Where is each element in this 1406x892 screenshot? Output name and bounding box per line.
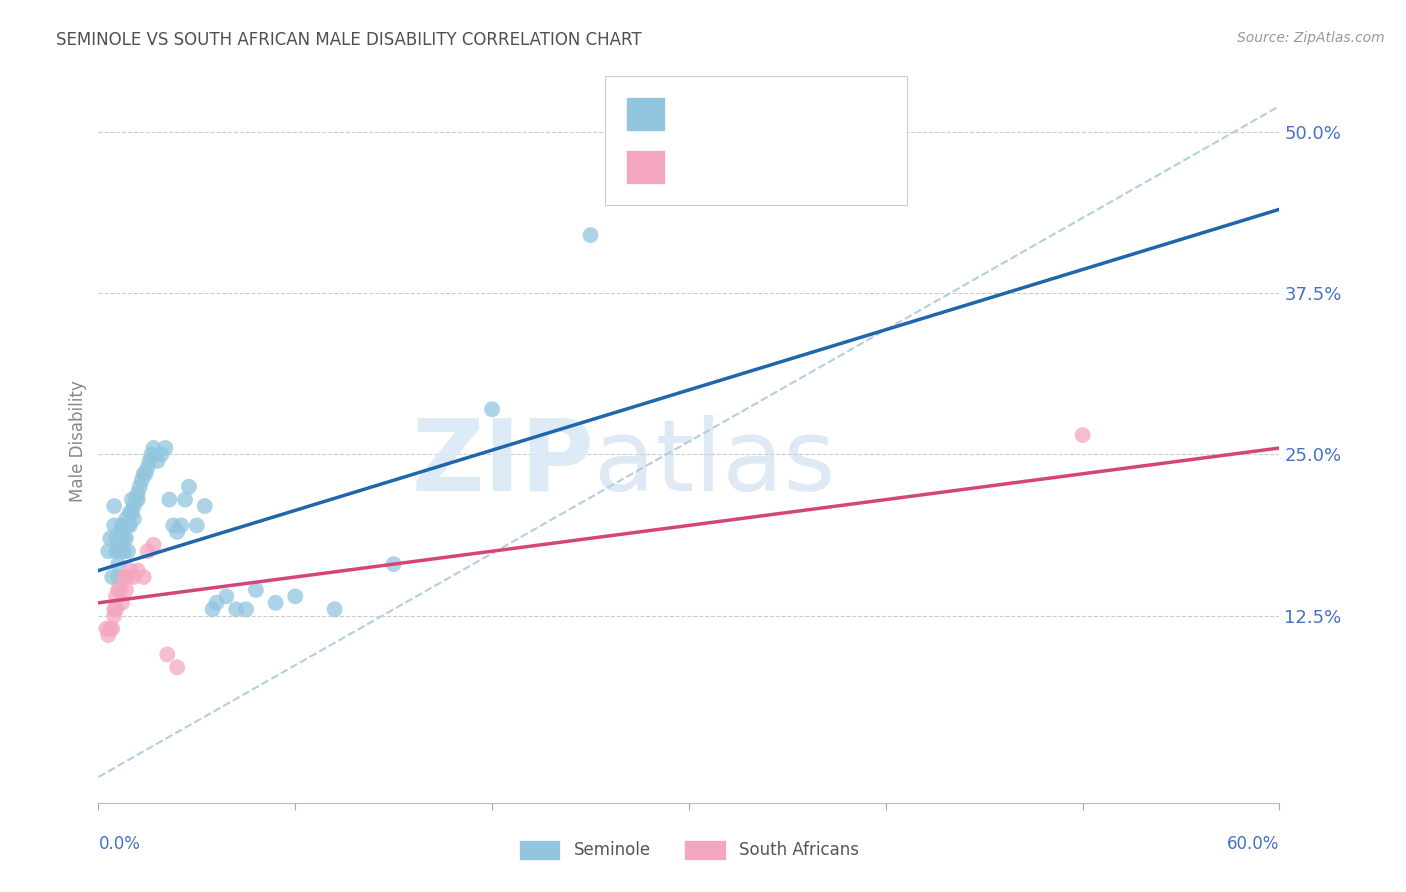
Point	[105, 590, 128, 604]
Point	[118, 506, 141, 520]
Text: 60.0%: 60.0%	[1227, 835, 1279, 853]
Point	[245, 582, 267, 597]
Point	[215, 590, 238, 604]
Point	[138, 454, 160, 468]
Point	[141, 447, 163, 461]
Point	[1071, 428, 1094, 442]
Legend: Seminole, South Africans: Seminole, South Africans	[512, 833, 866, 867]
Point	[122, 570, 145, 584]
Text: Source: ZipAtlas.com: Source: ZipAtlas.com	[1237, 31, 1385, 45]
Point	[112, 544, 135, 558]
Point	[150, 447, 173, 461]
Point	[127, 492, 149, 507]
Point	[107, 541, 129, 555]
Point	[174, 492, 197, 507]
Text: SEMINOLE VS SOUTH AFRICAN MALE DISABILITY CORRELATION CHART: SEMINOLE VS SOUTH AFRICAN MALE DISABILIT…	[56, 31, 643, 49]
Point	[108, 544, 131, 558]
Point	[98, 531, 121, 545]
Point	[157, 492, 180, 507]
Point	[112, 531, 135, 545]
Point	[186, 518, 208, 533]
Point	[142, 538, 165, 552]
Point	[105, 544, 128, 558]
Point	[135, 467, 157, 481]
Text: ZIP: ZIP	[412, 415, 595, 512]
Point	[264, 596, 287, 610]
Point	[108, 524, 131, 539]
Point	[101, 570, 124, 584]
Point	[155, 441, 177, 455]
Text: 0.0%: 0.0%	[98, 835, 141, 853]
Point	[121, 492, 143, 507]
Point	[146, 454, 169, 468]
Point	[117, 544, 139, 558]
Point	[111, 596, 134, 610]
Point	[103, 602, 125, 616]
Point	[103, 518, 125, 533]
Point	[125, 492, 148, 507]
Point	[98, 622, 121, 636]
Text: R = 0.410   N = 23: R = 0.410 N = 23	[676, 158, 846, 176]
Point	[156, 648, 179, 662]
Point	[284, 590, 307, 604]
Point	[162, 518, 184, 533]
Point	[205, 596, 228, 610]
Point	[97, 628, 120, 642]
Point	[97, 544, 120, 558]
Point	[107, 582, 129, 597]
Point	[107, 557, 129, 571]
Point	[166, 660, 188, 674]
Point	[132, 570, 155, 584]
Point	[105, 531, 128, 545]
Point	[103, 608, 125, 623]
Point	[115, 531, 138, 545]
Point	[117, 518, 139, 533]
Point	[177, 480, 200, 494]
Point	[111, 531, 134, 545]
Point	[118, 518, 141, 533]
Point	[128, 480, 150, 494]
Point	[112, 570, 135, 584]
Point	[118, 564, 141, 578]
Point	[131, 473, 153, 487]
Point	[127, 486, 149, 500]
Point	[323, 602, 346, 616]
Point	[136, 544, 159, 558]
Point	[382, 557, 405, 571]
Point	[108, 582, 131, 597]
Text: R = 0.392   N = 60: R = 0.392 N = 60	[676, 105, 846, 123]
Point	[127, 564, 149, 578]
Point	[142, 441, 165, 455]
Text: atlas: atlas	[595, 415, 837, 512]
Point	[105, 602, 128, 616]
Point	[122, 499, 145, 513]
Point	[121, 506, 143, 520]
Point	[117, 570, 139, 584]
Point	[115, 582, 138, 597]
Point	[170, 518, 193, 533]
Point	[579, 228, 602, 243]
Point	[194, 499, 217, 513]
Point	[101, 622, 124, 636]
Point	[122, 512, 145, 526]
Point	[481, 402, 503, 417]
Point	[235, 602, 257, 616]
Point	[96, 622, 118, 636]
Point	[132, 467, 155, 481]
Point	[166, 524, 188, 539]
Y-axis label: Male Disability: Male Disability	[69, 381, 87, 502]
Point	[225, 602, 247, 616]
Point	[111, 518, 134, 533]
Point	[103, 499, 125, 513]
Point	[136, 460, 159, 475]
Point	[201, 602, 224, 616]
Point	[115, 512, 138, 526]
Point	[107, 570, 129, 584]
